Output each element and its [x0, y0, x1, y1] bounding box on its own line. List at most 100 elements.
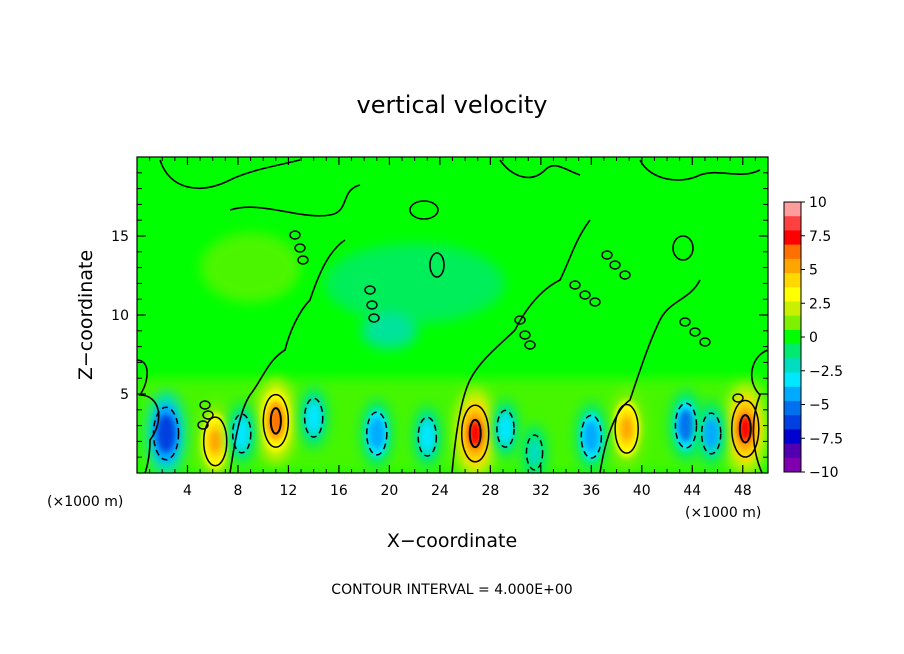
colorbar-swatch-15 — [784, 415, 801, 430]
colorbar-label-8: −10 — [809, 465, 839, 481]
contour-zero-mid2 — [451, 219, 591, 473]
colorbar-swatch-4 — [784, 258, 801, 274]
upper-cyan-core — [361, 312, 418, 349]
colorbar-swatch-8 — [784, 315, 801, 331]
updraft-blob-3 — [621, 417, 632, 440]
downdraft-contour-8 — [365, 411, 388, 456]
small-loop-21 — [732, 393, 744, 403]
x-tick-label-32: 32 — [532, 483, 550, 499]
feature-contours — [152, 393, 760, 471]
updraft-contour-4 — [731, 399, 760, 458]
chart-title: vertical velocity — [357, 91, 548, 119]
colorbar-swatch-13 — [784, 386, 801, 402]
y-tick-label-10: 10 — [111, 308, 129, 324]
downdraft-blob-10 — [499, 415, 512, 443]
contour-small-loops — [197, 230, 744, 430]
updraft-contour-0 — [202, 416, 228, 467]
downdraft-blob-9 — [420, 422, 434, 451]
small-loop-12 — [601, 250, 613, 260]
small-loop-14 — [619, 270, 631, 280]
contour-zero-mid3 — [599, 279, 701, 473]
colorbar-swatch-16 — [784, 429, 801, 445]
downdraft-blob-8 — [369, 418, 385, 449]
x-tick-label-8: 8 — [233, 483, 242, 499]
contour-zero-top3 — [499, 159, 581, 179]
colorbar-swatch-6 — [784, 287, 801, 302]
colorbar-label-2: 5 — [809, 263, 818, 279]
downdraft-blob-11 — [528, 439, 541, 466]
colorbar-swatch-1 — [784, 216, 801, 231]
x-tick-label-44: 44 — [683, 483, 701, 499]
small-loop-8 — [368, 313, 380, 323]
colorbar-label-6: −5 — [809, 398, 830, 414]
colorbar-swatch-9 — [784, 329, 801, 345]
colorbar-label-1: 7.5 — [809, 229, 831, 245]
updraft-core-contour-2 — [468, 418, 482, 449]
colorbar-swatch-7 — [784, 301, 801, 317]
downdraft-blob-13 — [678, 409, 694, 442]
downdraft-contour-7 — [303, 397, 324, 438]
small-loop-4 — [294, 243, 306, 253]
downdraft-blob-5 — [156, 414, 176, 453]
colorbar-swatch-12 — [784, 372, 801, 388]
contour-zero-top4 — [639, 159, 761, 181]
x-tick-label-48: 48 — [734, 483, 752, 499]
x-axis-unit-right: (×1000 m) — [685, 505, 761, 521]
colorbar-label-3: 2.5 — [809, 296, 831, 312]
contour-lines — [137, 159, 768, 473]
colorbar-swatch-0 — [784, 202, 801, 217]
updraft-blob-4 — [739, 415, 752, 442]
downdraft-contour-5 — [152, 406, 180, 461]
x-axis-label: X−coordinate — [387, 530, 517, 552]
contour-zero-left — [137, 359, 160, 473]
downdraft-contour-9 — [417, 416, 438, 457]
y-tick-label-5: 5 — [120, 387, 129, 403]
small-loop-0 — [199, 400, 211, 410]
small-loop-6 — [364, 285, 376, 295]
colorbar-label-4: 0 — [809, 330, 818, 346]
x-axis-ticks: 4 8 12 16 20 24 28 32 36 40 44 48 — [149, 157, 756, 499]
small-loop-11 — [524, 340, 536, 350]
small-loop-9 — [514, 315, 526, 325]
x-tick-label-20: 20 — [380, 483, 398, 499]
updraft-core-contour-4 — [738, 414, 752, 444]
colorbar: 10 7.5 5 2.5 0 −2.5 −5 −7.5 −10 — [783, 195, 843, 481]
x-tick-label-16: 16 — [330, 483, 348, 499]
small-loop-19 — [689, 327, 701, 337]
downdraft-blob-12 — [584, 421, 599, 453]
downdraft-contour-12 — [580, 414, 603, 459]
contour-closed-right — [672, 235, 694, 261]
colorbar-swatch-10 — [784, 344, 801, 359]
contour-interval-footer: CONTOUR INTERVAL = 4.000E+00 — [331, 582, 572, 598]
y-axis-label: Z−coordinate — [75, 250, 97, 380]
colorbar-label-7: −7.5 — [809, 431, 843, 447]
colorbar-swatch-14 — [784, 400, 801, 416]
colorbar-swatch-17 — [784, 443, 801, 459]
x-tick-label-28: 28 — [481, 483, 499, 499]
downdraft-contour-10 — [496, 409, 515, 448]
colorbar-swatch-18 — [784, 457, 801, 473]
x-tick-label-4: 4 — [183, 483, 192, 499]
updraft-blob-0 — [210, 430, 221, 453]
y-tick-label-15: 15 — [111, 229, 129, 245]
downdraft-blob-7 — [307, 403, 321, 432]
updraft-contour-2 — [460, 404, 490, 463]
downdraft-contour-6 — [231, 413, 252, 454]
colorbar-swatch-11 — [784, 358, 801, 374]
x-axis-unit-left: (×1000 m) — [47, 494, 123, 510]
x-tick-label-40: 40 — [633, 483, 651, 499]
contour-closed-top — [409, 200, 439, 220]
x-tick-label-36: 36 — [582, 483, 600, 499]
small-loop-17 — [589, 297, 601, 307]
small-loop-13 — [609, 260, 621, 270]
colorbar-label-5: −2.5 — [809, 364, 843, 380]
small-loop-18 — [679, 317, 691, 327]
small-loop-15 — [569, 280, 581, 290]
colorbar-swatch-5 — [784, 273, 801, 288]
colorbar-swatch-2 — [784, 230, 801, 246]
updraft-core-contour-1 — [269, 407, 282, 435]
downdraft-contour-14 — [700, 412, 722, 455]
upper-cyan-patch — [324, 243, 505, 324]
small-loop-2 — [197, 420, 209, 430]
